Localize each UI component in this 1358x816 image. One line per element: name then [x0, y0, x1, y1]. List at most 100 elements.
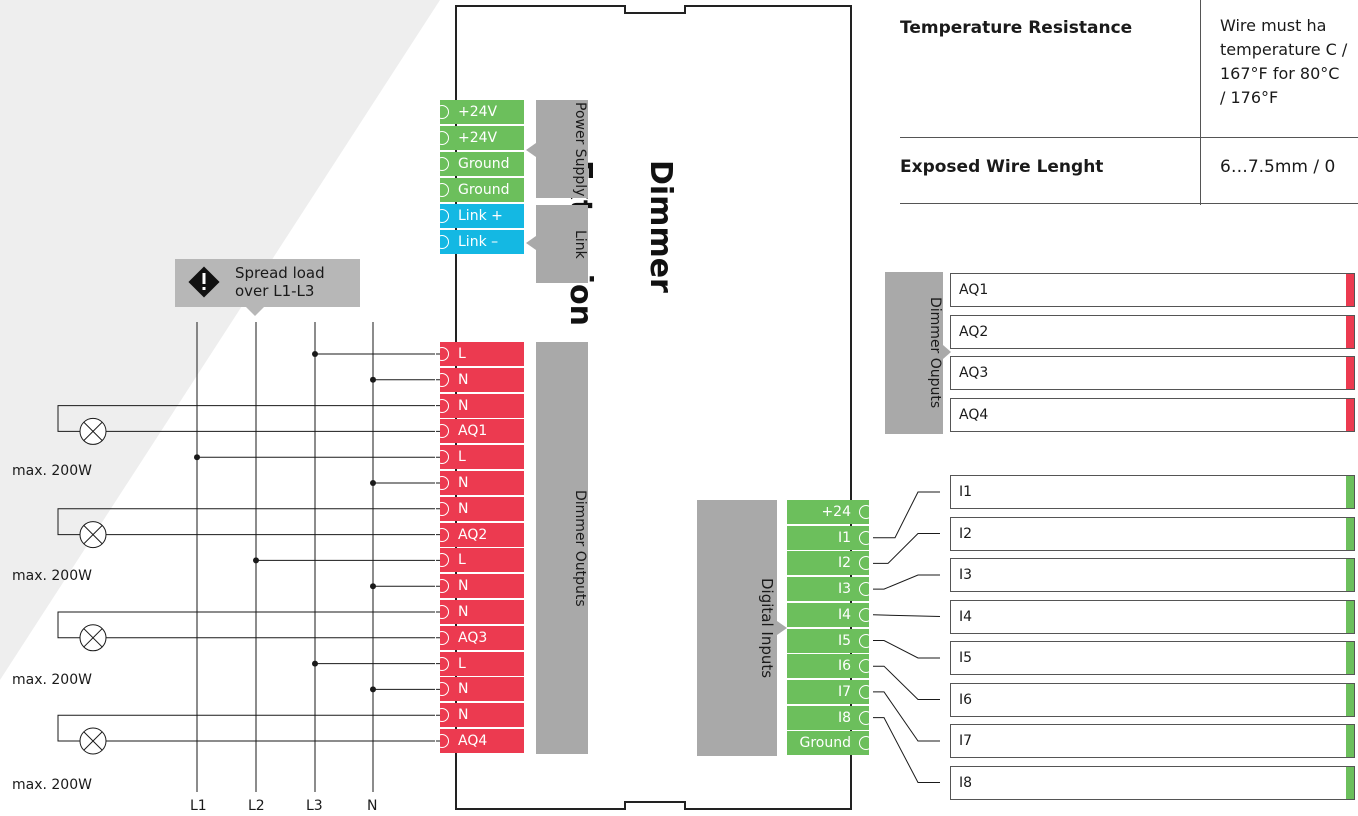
input-row-label: I7 [959, 733, 973, 749]
terminal-screw-icon [435, 157, 449, 171]
status-strip [1346, 476, 1354, 508]
input-wire [873, 574, 940, 590]
warning-badge: Spread load over L1-L3 [175, 259, 360, 307]
junction-dot [370, 480, 376, 486]
status-strip [1346, 725, 1354, 757]
digital-input-terminal: I2 [787, 551, 873, 576]
input-row: I6 [950, 682, 1355, 717]
terminal-screw-icon [859, 659, 873, 674]
power-terminal: Ground [435, 152, 524, 176]
warning-pointer [245, 306, 265, 316]
terminal-screw-icon [435, 553, 449, 568]
terminal-screw-icon [435, 424, 449, 439]
input-wire [873, 640, 940, 659]
digital-inputs-label: Digital Inputs [758, 577, 776, 679]
digital-inputs-tag: Digital Inputs [697, 500, 777, 756]
terminal-screw-icon [435, 450, 449, 465]
terminal-screw-icon [435, 398, 449, 413]
bus-label-n: N [367, 798, 378, 814]
lamp-wire [57, 508, 440, 536]
terminal-screw-icon [435, 527, 449, 542]
status-strip [1346, 315, 1354, 348]
spec-table: Temperature Resistance Wire must ha temp… [900, 0, 1358, 205]
link-tag: Link [536, 205, 588, 283]
input-row: I5 [950, 641, 1355, 675]
spec-divider-2 [900, 203, 1358, 204]
terminal-screw-icon [859, 633, 873, 648]
bus-label-l3: L3 [306, 798, 323, 814]
terminal-screw-icon [859, 607, 873, 622]
dimmer-output-row: AQ4 [950, 397, 1355, 432]
terminal-screw-icon [435, 476, 449, 490]
dimmer-output-terminal: N [435, 600, 524, 624]
load-label-3: max. 200W [12, 672, 92, 688]
dimmer-output-terminal: N [435, 393, 524, 418]
dimmer-output-row-label: AQ1 [959, 282, 989, 298]
lamp-icon [79, 417, 107, 445]
power-terminal: +24V [435, 126, 524, 150]
status-strip [1346, 683, 1354, 716]
dimmer-output-terminal: L [435, 548, 524, 573]
tag-pointer [777, 621, 787, 635]
terminal-screw-icon [435, 235, 449, 249]
lamp-icon [79, 624, 107, 652]
input-wire [873, 491, 940, 539]
dimmer-output-terminal: N [435, 471, 524, 495]
dimmer-output-row-label: AQ3 [959, 365, 989, 381]
status-strip [1346, 357, 1354, 389]
input-row: I2 [950, 516, 1355, 551]
terminal-screw-icon [435, 501, 449, 516]
input-wire [873, 691, 940, 742]
digital-input-terminal: I3 [787, 577, 873, 602]
terminal-screw-icon [435, 630, 449, 645]
power-terminal: Ground [435, 178, 524, 202]
input-row-label: I3 [959, 567, 973, 583]
dimmer-output-terminal: AQ4 [435, 729, 524, 753]
terminal-screw-icon [859, 556, 873, 571]
digital-input-terminal: I4 [787, 602, 873, 627]
tag-pointer [526, 236, 536, 250]
spec-value-wire-length: 6…7.5mm / 0 [1220, 157, 1336, 177]
terminal-screw-icon [435, 372, 449, 387]
input-row-label: I1 [959, 484, 973, 500]
digital-input-terminal: I1 [787, 525, 873, 550]
terminal-screw-icon [859, 736, 873, 751]
status-strip [1346, 600, 1354, 633]
dimmer-output-terminal: N [435, 677, 524, 702]
junction-dot [370, 376, 376, 383]
terminal-screw-icon [435, 734, 449, 748]
input-row-label: I8 [959, 774, 973, 791]
bus-label-l2: L2 [248, 798, 265, 814]
dimmer-output-terminal: AQ3 [435, 625, 524, 650]
status-strip [1346, 274, 1354, 306]
dimmer-output-terminal: AQ1 [435, 419, 524, 444]
power-supply-label: Power Supply [572, 101, 588, 197]
power-supply-tag: Power Supply [536, 100, 588, 198]
terminal-screw-icon [435, 183, 449, 197]
input-row-label: I4 [959, 608, 973, 625]
terminal-screw-icon [435, 131, 449, 145]
dimmer-output-row-label: AQ4 [959, 406, 989, 423]
dimmer-output-row: AQ2 [950, 314, 1355, 349]
terminal-screw-icon [435, 682, 449, 697]
spec-divider-vertical [1200, 0, 1201, 205]
input-row: I8 [950, 765, 1355, 800]
status-strip [1346, 559, 1354, 591]
status-strip [1346, 642, 1354, 674]
digital-input-terminal: Ground [787, 731, 873, 756]
dimmer-output-row: AQ3 [950, 356, 1355, 390]
terminal-screw-icon [435, 579, 449, 594]
spec-value-temperature: Wire must ha temperature C / 167°F for 8… [1220, 16, 1348, 107]
digital-input-terminal: I7 [787, 679, 873, 704]
digital-input-terminal: I5 [787, 628, 873, 653]
spec-label-wire-length: Exposed Wire Lenght [900, 157, 1104, 177]
terminal-screw-icon [435, 105, 449, 119]
status-strip [1346, 517, 1354, 550]
dimmer-output-terminal: AQ2 [435, 522, 524, 547]
terminal-screw-icon [435, 605, 449, 619]
input-row: I1 [950, 475, 1355, 509]
dimmer-output-terminal: L [435, 445, 524, 470]
input-wire [873, 665, 940, 700]
lamp-wire [57, 611, 440, 639]
